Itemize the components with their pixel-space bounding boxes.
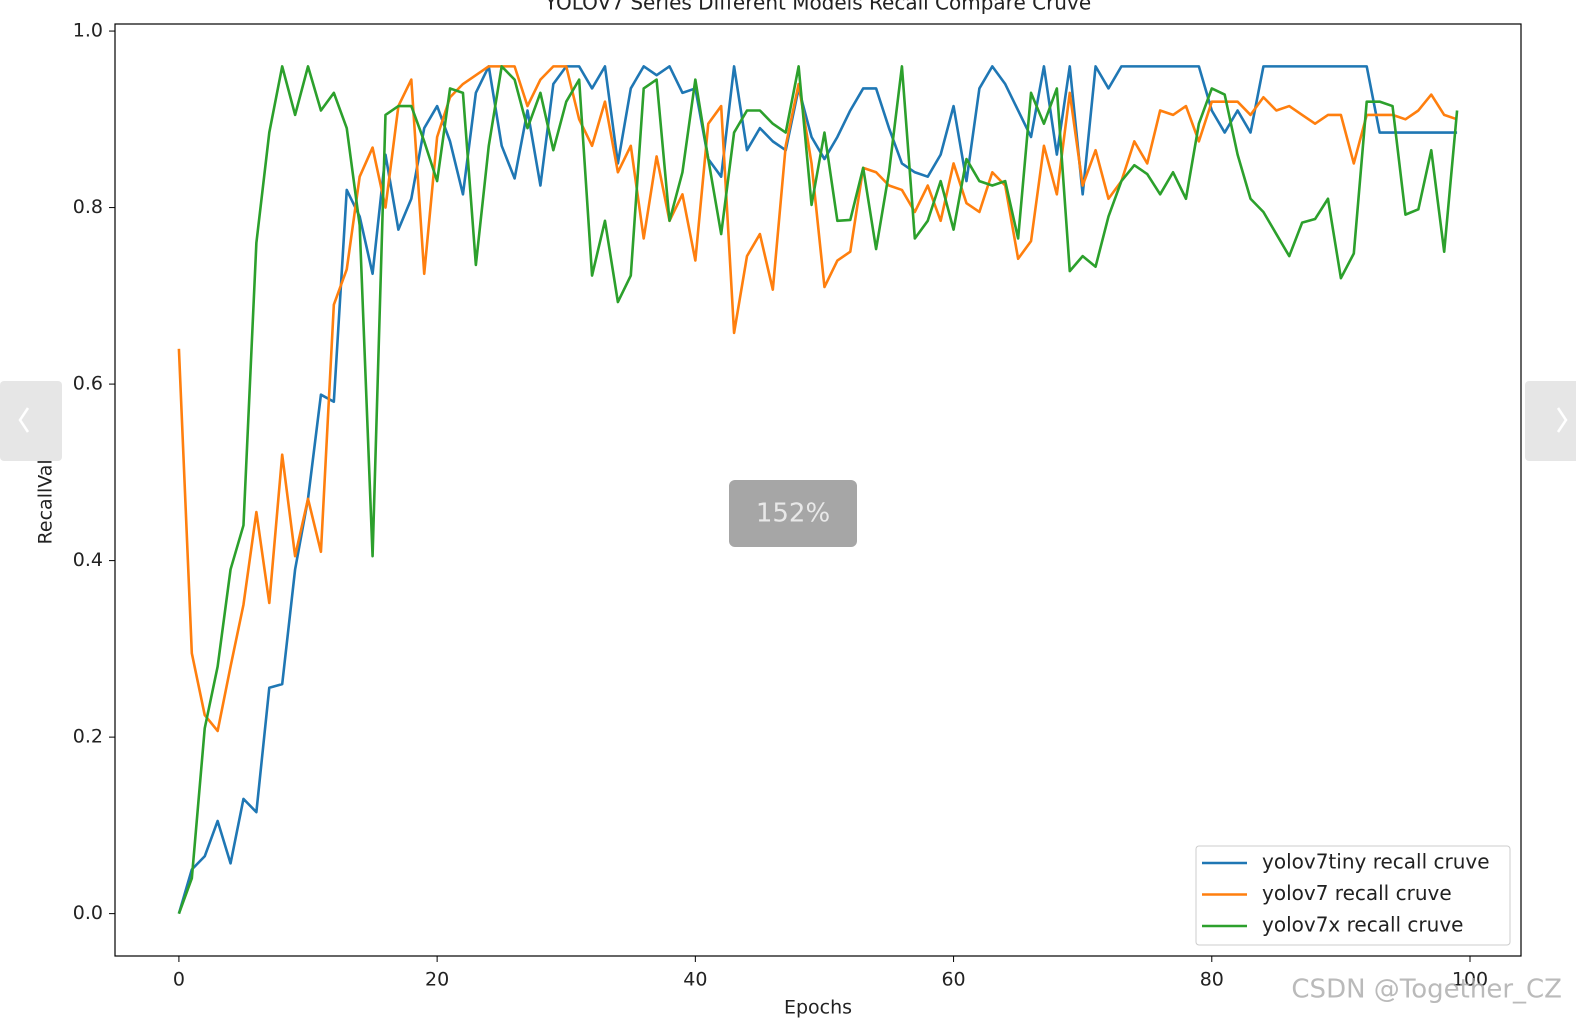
x-tick-label: 40: [683, 969, 707, 991]
legend-label: yolov7 recall cruve: [1262, 881, 1452, 905]
y-tick-label: 0.4: [73, 549, 103, 571]
viewer-overlay: 152% CSDN @Together_CZ: [0, 381, 1576, 1005]
series-line: [177, 65, 1458, 915]
y-tick-label: 0.0: [73, 902, 103, 924]
plot-frame: [114, 23, 1522, 957]
legend-label: yolov7x recall cruve: [1262, 913, 1463, 937]
y-axis-label: RecallValue: [35, 436, 57, 545]
prev-button[interactable]: [0, 381, 62, 461]
watermark: CSDN @Together_CZ: [1291, 975, 1562, 1005]
zoom-badge: [729, 480, 857, 547]
x-tick-label: 60: [941, 969, 965, 991]
x-tick-label: 20: [425, 969, 449, 991]
x-tick-label: 0: [173, 969, 185, 991]
x-axis-label: Epochs: [784, 997, 852, 1019]
chart-title: YOLOV7 Series Different Models Recall Co…: [544, 0, 1091, 15]
next-icon: [1556, 407, 1568, 433]
legend-label: yolov7tiny recall cruve: [1262, 850, 1490, 874]
series-line: [177, 65, 1459, 915]
zoom-label: 152%: [756, 499, 830, 529]
x-tick-label: 80: [1200, 969, 1224, 991]
x-tick-label: 100: [1452, 969, 1488, 991]
legend-box: [1195, 845, 1511, 946]
y-tick-label: 0.6: [73, 373, 103, 395]
prev-icon: [18, 407, 30, 433]
y-tick-label: 0.2: [73, 726, 103, 748]
next-button[interactable]: [1525, 381, 1576, 461]
y-tick-label: 0.8: [73, 196, 103, 218]
plot-area: 0 20 40 60 80 100 0.0 0.2 0.4 0.6 0.8 1.0 yolov7tiny…: [73, 20, 1511, 991]
y-tick-label: 1.0: [73, 20, 103, 42]
series-line: [177, 65, 1458, 733]
